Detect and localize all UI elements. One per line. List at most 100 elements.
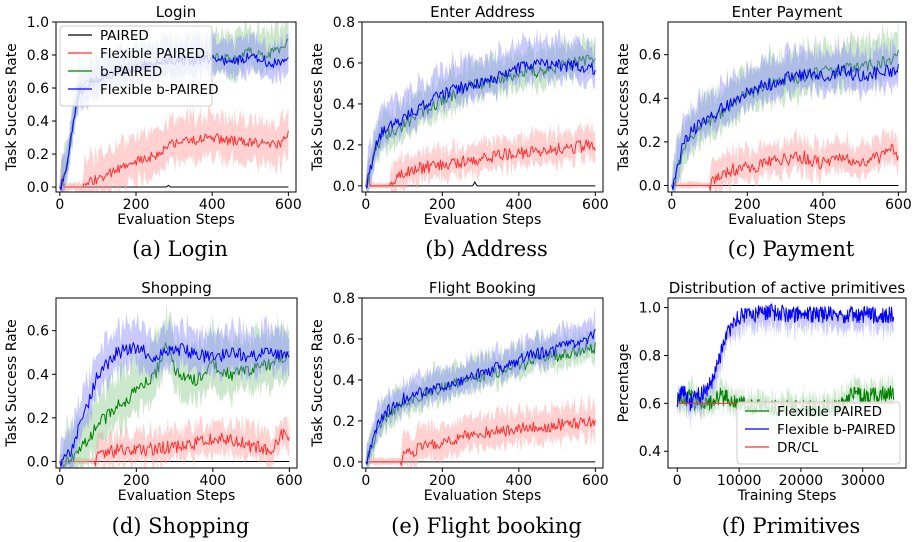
- x-tick-label: 0: [667, 197, 676, 213]
- subfigure-caption: (e) Flight booking: [391, 514, 582, 538]
- band-flexible-b-paired: [365, 29, 596, 192]
- y-tick-label: 0.4: [27, 114, 49, 130]
- series-line-flexible-b-paired: [365, 328, 596, 465]
- band-flexible-paired: [671, 128, 899, 192]
- subfigure-caption: (b) Address: [425, 237, 548, 261]
- x-axis-label: Evaluation Steps: [117, 212, 235, 228]
- y-tick-label: 0.6: [27, 81, 49, 97]
- y-tick-label: 0.6: [333, 332, 355, 348]
- band-b-paired: [365, 324, 596, 468]
- chart-title: Enter Payment: [732, 3, 843, 21]
- series-line-flexible-b-paired: [365, 58, 596, 189]
- x-axis-label: Evaluation Steps: [424, 212, 542, 228]
- series-line-flexible-b-paired: [671, 64, 899, 190]
- x-axis-label: Evaluation Steps: [728, 212, 846, 228]
- series-line-b-paired: [59, 342, 290, 468]
- y-axis-label: Task Success Rate: [4, 43, 20, 172]
- x-tick-label: 200: [429, 473, 456, 489]
- y-tick-label: 0.4: [333, 373, 355, 389]
- y-tick-label: 0.0: [333, 455, 355, 471]
- subplot-5: 0 200 400 600 0.0 0.2 0.4 0.6 0.8 Flight Booking E…: [310, 279, 609, 538]
- x-tick-label: 0: [55, 473, 64, 489]
- x-tick-label: 400: [199, 473, 226, 489]
- x-tick-label: 30000: [840, 473, 885, 489]
- legend-entry: PAIRED: [100, 28, 149, 44]
- series-line-paired: [59, 179, 289, 188]
- subfigure-caption: (a) Login: [132, 237, 228, 261]
- plot-area: [365, 308, 596, 468]
- y-tick-label: 0.4: [639, 91, 661, 107]
- x-tick-label: 200: [123, 197, 150, 213]
- y-tick-label: 0.6: [27, 324, 49, 340]
- subplot-3: 0 200 400 600 0.0 0.2 0.4 0.6 Enter Payment Evalu…: [616, 3, 912, 261]
- subplot-2: 0 200 400 600 0.0 0.2 0.4 0.6 0.8 Enter Address Ev…: [310, 3, 609, 261]
- series-line-flexible-b-paired: [676, 303, 895, 412]
- plot-area: [671, 22, 899, 192]
- band-flexible-b-paired: [677, 301, 894, 431]
- axes-frame: [55, 21, 297, 193]
- y-tick-label: 0.4: [639, 444, 661, 460]
- x-tick-label: 0: [361, 473, 370, 489]
- y-tick-label: 0.0: [333, 179, 355, 195]
- subplot-4: 0 200 400 600 0.0 0.2 0.4 0.6 Shopping Evaluation…: [4, 279, 303, 538]
- y-tick-label: 0.8: [27, 48, 49, 64]
- series-line-flexible-paired: [59, 428, 290, 467]
- plot-area: [365, 29, 596, 192]
- chart-title: Flight Booking: [429, 279, 536, 297]
- x-tick-label: 400: [505, 473, 532, 489]
- subplot-1: 0 200 400 600 0.0 0.2 0.4 0.6 0.8 1.0 Login Evaluat…: [4, 3, 302, 261]
- x-tick-label: 200: [429, 197, 456, 213]
- y-tick-label: 0.6: [639, 48, 661, 64]
- y-tick-label: 0.2: [27, 411, 49, 427]
- band-b-paired: [671, 22, 899, 192]
- y-tick-label: 0.2: [333, 138, 355, 154]
- series-line-flexible-b-paired: [59, 342, 290, 468]
- band-flexible-b-paired: [671, 33, 899, 192]
- subplot-6: 0 10000 20000 30000 0.4 0.6 0.8 1.0 Distribution…: [616, 279, 907, 538]
- subfigure-caption: (f) Primitives: [722, 514, 861, 538]
- y-tick-label: 1.0: [27, 15, 49, 31]
- series-line-b-paired: [671, 49, 899, 191]
- legend-entry: Flexible b-PAIRED: [100, 82, 218, 98]
- legend-box: [736, 401, 901, 465]
- x-axis-label: Evaluation Steps: [424, 488, 542, 504]
- x-tick-label: 0: [55, 197, 64, 213]
- y-tick-label: 1.0: [639, 301, 661, 317]
- x-tick-label: 200: [123, 473, 150, 489]
- axes-frame: [667, 297, 907, 469]
- x-axis-label: Evaluation Steps: [118, 488, 236, 504]
- y-tick-label: 0.0: [27, 454, 49, 470]
- x-tick-label: 400: [505, 197, 532, 213]
- legend-entry: b-PAIRED: [100, 64, 162, 80]
- band-flexible-paired: [59, 412, 290, 468]
- y-axis-label: Task Success Rate: [310, 319, 326, 448]
- x-tick-label: 600: [582, 473, 609, 489]
- y-tick-label: 0.2: [27, 147, 49, 163]
- series-line-flexible-paired: [59, 130, 289, 188]
- y-axis-label: Task Success Rate: [4, 319, 20, 448]
- y-tick-label: 0.8: [333, 291, 355, 307]
- x-tick-label: 600: [276, 473, 303, 489]
- series-line-flexible-paired: [671, 143, 899, 192]
- band-flexible-paired: [365, 393, 596, 468]
- y-tick-label: 0.6: [639, 396, 661, 412]
- legend-entry: Flexible PAIRED: [100, 46, 205, 62]
- y-axis-label: Task Success Rate: [616, 43, 632, 172]
- x-tick-label: 20000: [779, 473, 824, 489]
- legend-entry: DR/CL: [777, 440, 819, 456]
- x-tick-label: 0: [673, 473, 682, 489]
- y-tick-label: 0.4: [27, 367, 49, 383]
- y-tick-label: 0.0: [639, 178, 661, 194]
- chart-title: Login: [156, 3, 196, 21]
- chart-title: Enter Address: [430, 3, 535, 21]
- chart-title: Shopping: [141, 279, 211, 297]
- x-tick-label: 0: [361, 197, 370, 213]
- plot-area: [59, 303, 290, 468]
- y-tick-label: 0.6: [333, 56, 355, 72]
- axes-frame: [361, 297, 604, 469]
- legend-entry: Flexible PAIRED: [777, 404, 882, 420]
- legend-entry: Flexible b-PAIRED: [777, 422, 895, 438]
- x-tick-label: 10000: [717, 473, 762, 489]
- band-b-paired: [365, 32, 596, 192]
